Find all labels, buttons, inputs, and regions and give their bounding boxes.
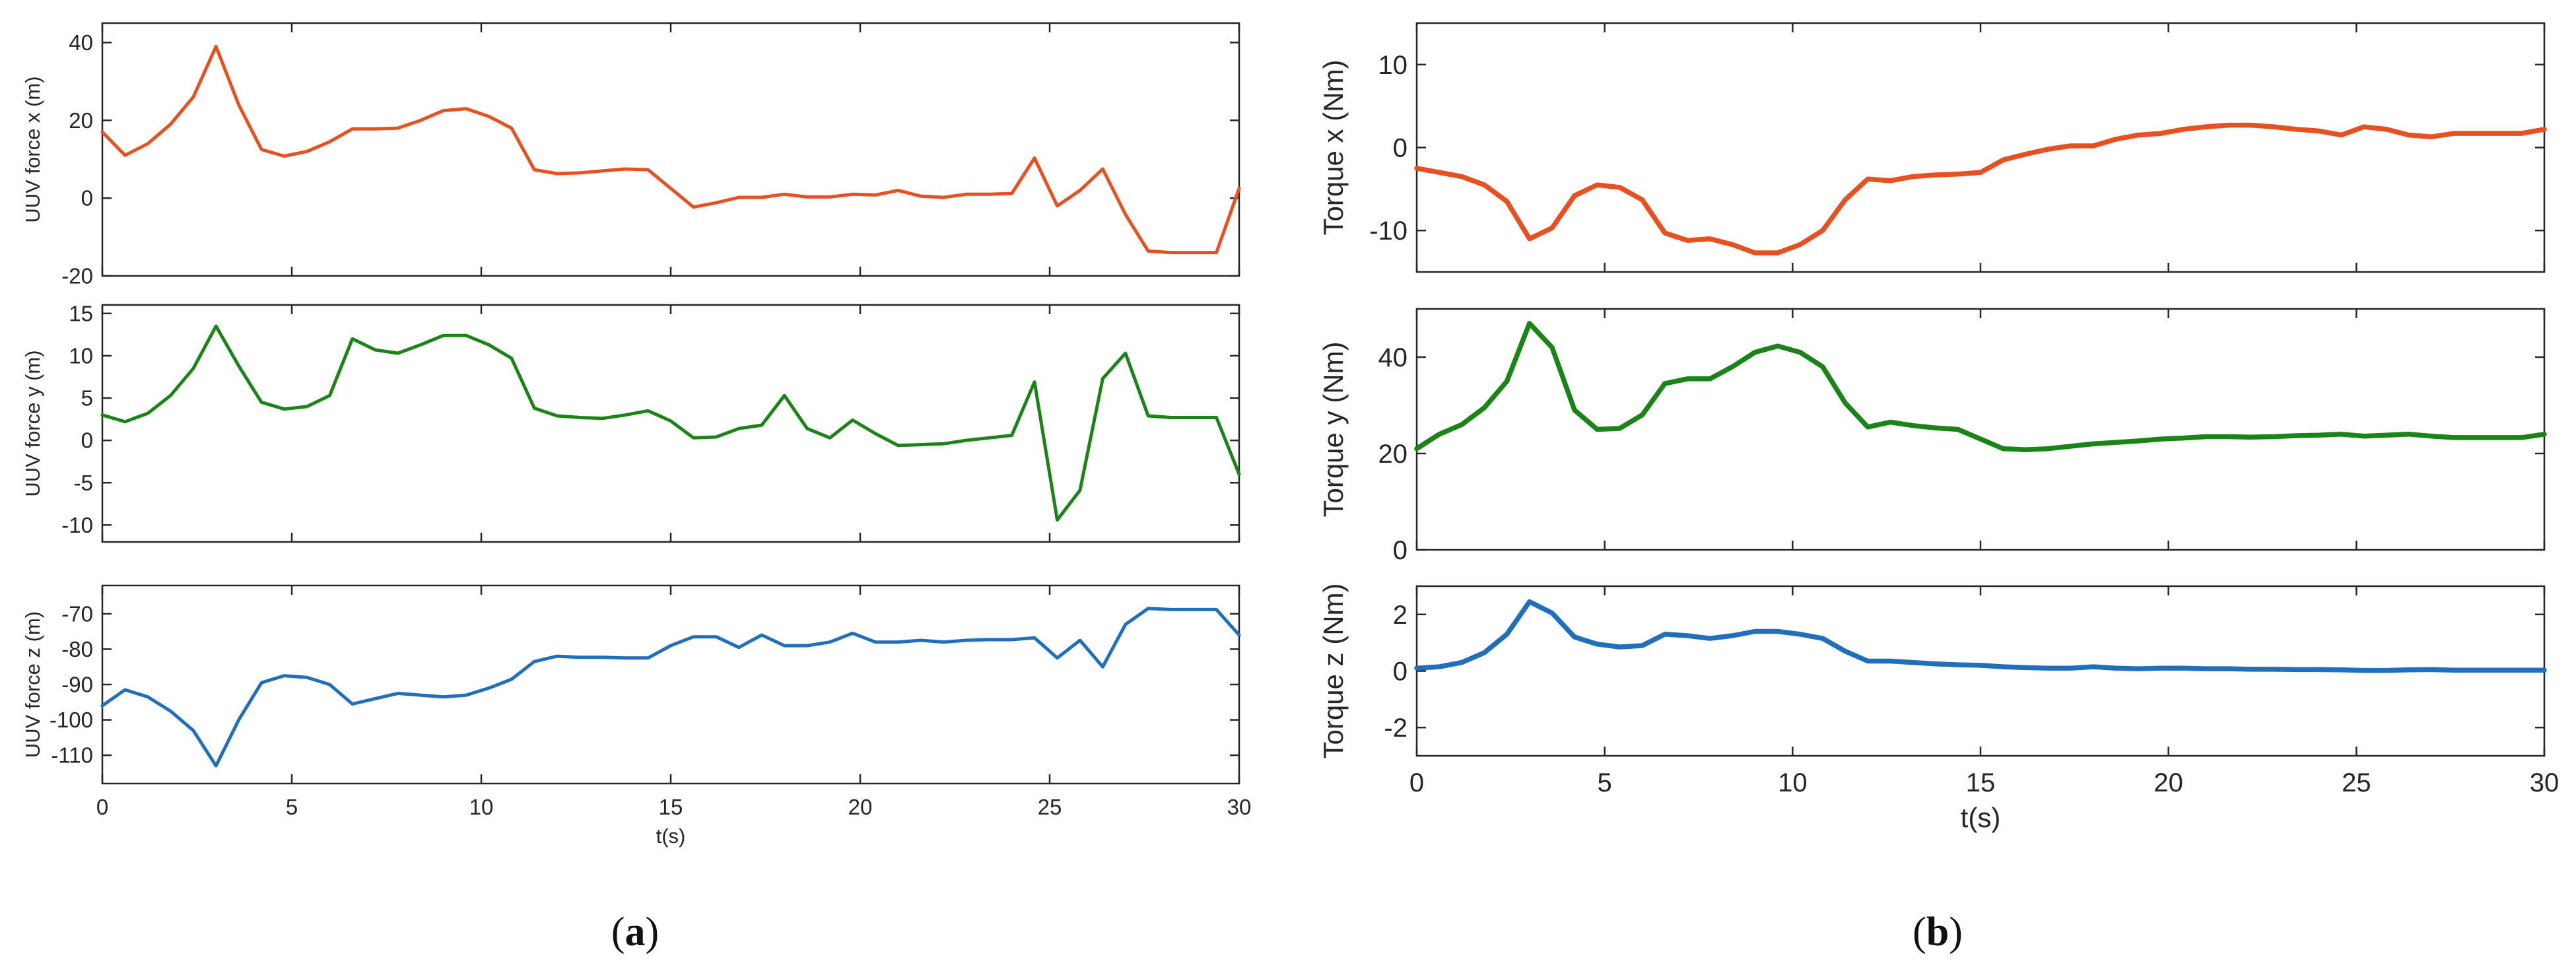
chart-a-3: 0 5 10 15 20 25 30 -110 -100 -90 -80 -70 UUV force z…	[21, 584, 1252, 848]
x-tick-label: 15	[659, 795, 683, 819]
y-tick-label: -110	[51, 743, 93, 768]
y-tick-label: 20	[69, 108, 93, 133]
x-tick-label: 5	[1598, 768, 1612, 797]
y-tick-label: 40	[69, 30, 93, 55]
x-tick-label: 10	[1778, 768, 1808, 797]
y-tick-label: 2	[1393, 601, 1407, 630]
x-tick-label: 10	[469, 795, 494, 819]
caption-b: (b)	[1913, 910, 1963, 954]
y-tick-label: 0	[1393, 657, 1407, 686]
chart-a-2: -10 -5 0 5 10 15 UUV force y (m)	[21, 301, 1241, 543]
plot-frame	[101, 304, 1240, 543]
chart-b-1: -10 0 10 Torque x (Nm)	[1318, 22, 2547, 273]
chart-b-2: 0 20 40 Torque y (Nm)	[1318, 308, 2547, 565]
x-tick-label: 15	[1966, 768, 1996, 797]
y-tick-label: 40	[1378, 343, 1408, 372]
chart-a-1: -20 0 20 40 UUV force x (m)	[21, 22, 1241, 288]
y-tick-label: -70	[61, 601, 93, 626]
x-tick-label: 30	[2530, 768, 2559, 797]
x-tick-label: 25	[1038, 795, 1062, 819]
x-tick-label: 30	[1227, 795, 1252, 819]
x-tick-label: 20	[848, 795, 873, 819]
y-tick-label: 0	[81, 428, 93, 453]
y-tick-label: 10	[1378, 51, 1408, 80]
y-axis-label: UUV force y (m)	[21, 350, 44, 496]
y-axis-label: Torque x (Nm)	[1318, 59, 1349, 235]
series-line-torque-z-nm	[1414, 599, 2547, 673]
y-tick-label: -100	[50, 708, 93, 732]
y-tick-label: 5	[81, 386, 93, 411]
x-tick-label: 20	[2153, 768, 2183, 797]
y-tick-label: 0	[1393, 134, 1407, 163]
series-line-uuv-force-x-m	[100, 44, 1241, 255]
plot-frame	[101, 22, 1240, 277]
series-line-torque-x-nm	[1414, 122, 2547, 255]
y-tick-label: -10	[1369, 217, 1407, 246]
y-axis-label: UUV force x (m)	[21, 76, 44, 222]
y-tick-label: -5	[74, 471, 93, 495]
x-tick-label: 0	[96, 795, 108, 819]
x-tick-label: 0	[1409, 768, 1424, 797]
y-tick-label: -80	[61, 637, 93, 661]
series-line-uuv-force-z-m	[100, 607, 1241, 768]
x-axis-label: t(s)	[1961, 802, 2001, 833]
y-tick-label: 20	[1378, 440, 1408, 469]
x-tick-label: 25	[2342, 768, 2371, 797]
series-line-torque-y-nm	[1414, 321, 2547, 452]
caption-a: (a)	[611, 910, 659, 954]
y-tick-label: 10	[69, 343, 93, 368]
plot-frame	[101, 584, 1240, 785]
y-tick-label: 0	[81, 186, 93, 211]
y-axis-label: Torque y (Nm)	[1318, 341, 1349, 517]
series-line-uuv-force-y-m	[100, 324, 1241, 522]
y-tick-label: -10	[61, 513, 93, 537]
y-tick-label: -20	[61, 264, 93, 288]
y-tick-label: 0	[1393, 536, 1407, 565]
x-axis-label: t(s)	[656, 824, 686, 848]
y-tick-label: 15	[69, 301, 93, 325]
y-tick-label: -2	[1384, 714, 1407, 743]
x-tick-label: 5	[286, 795, 298, 819]
y-tick-label: -90	[61, 673, 93, 697]
y-axis-label: Torque z (Nm)	[1318, 583, 1349, 758]
plot-frame	[1415, 308, 2546, 551]
plot-frame	[1415, 22, 2546, 273]
y-axis-label: UUV force z (m)	[21, 611, 44, 758]
